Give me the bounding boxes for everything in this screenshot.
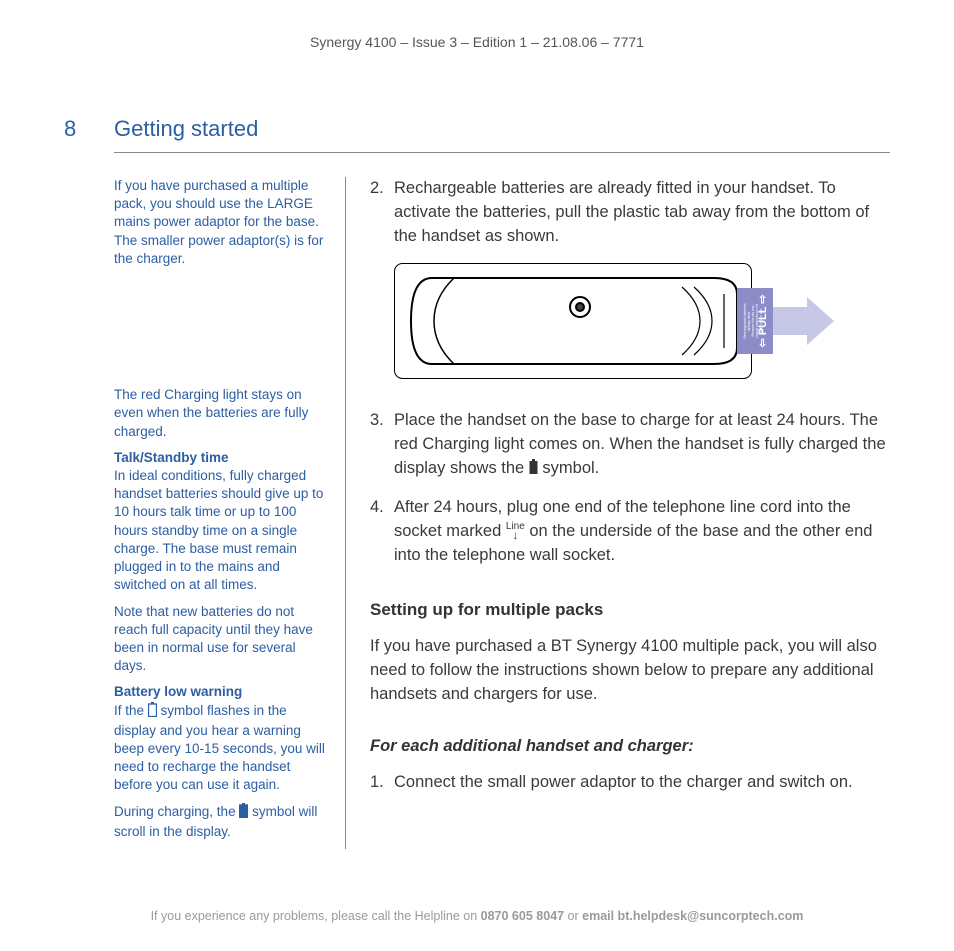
- sidebar-talk-heading: Talk/Standby time: [114, 450, 229, 465]
- section-title: Getting started: [114, 116, 258, 142]
- step-3-body: Place the handset on the base to charge …: [394, 409, 890, 483]
- sidebar-spacer: [114, 276, 327, 386]
- step-2: 2. Rechargeable batteries are already fi…: [370, 177, 890, 249]
- page-number: 8: [64, 116, 114, 142]
- step-3-text-b: symbol.: [538, 459, 599, 477]
- step-3-number: 3.: [370, 409, 394, 483]
- footer-text-a: If you experience any problems, please c…: [151, 909, 481, 923]
- step-2-number: 2.: [370, 177, 394, 249]
- multi-step-1-number: 1.: [370, 771, 394, 795]
- sidebar-talk-standby: Talk/Standby time In ideal conditions, f…: [114, 449, 327, 595]
- footer-email: email bt.helpdesk@suncorptech.com: [582, 909, 803, 923]
- sidebar-low-heading: Battery low warning: [114, 684, 242, 699]
- step-4-number: 4.: [370, 496, 394, 568]
- footer-text-b: or: [564, 909, 582, 923]
- sidebar-scroll-a: During charging, the: [114, 804, 239, 819]
- sidebar-battery-low: Battery low warning If the symbol flashe…: [114, 683, 327, 794]
- sidebar-scroll: During charging, the symbol will scroll …: [114, 803, 327, 841]
- svg-text:hours before use.: hours before use.: [759, 308, 763, 334]
- each-handset-heading: For each additional handset and charger:: [370, 735, 890, 759]
- title-rule: [114, 152, 890, 153]
- two-column-layout: If you have purchased a multiple pack, y…: [114, 177, 890, 849]
- line-socket-icon: Line↓: [506, 522, 525, 539]
- multi-pack-heading: Setting up for multiple packs: [370, 598, 890, 623]
- sidebar-para-multipack: If you have purchased a multiple pack, y…: [114, 177, 327, 268]
- footer-phone: 0870 605 8047: [481, 909, 564, 923]
- sidebar-low-a: If the: [114, 703, 148, 718]
- multi-pack-body: If you have purchased a BT Synergy 4100 …: [370, 635, 890, 707]
- step-2-body: Rechargeable batteries are already fitte…: [394, 177, 890, 249]
- down-arrow-icon: ↓: [506, 532, 525, 539]
- sidebar-talk-note: Note that new batteries do not reach ful…: [114, 603, 327, 676]
- page-footer: If you experience any problems, please c…: [0, 909, 954, 923]
- sidebar-column: If you have purchased a multiple pack, y…: [114, 177, 346, 849]
- running-header: Synergy 4100 – Issue 3 – Edition 1 – 21.…: [64, 34, 890, 50]
- sidebar-talk-body: In ideal conditions, fully charged hands…: [114, 468, 323, 592]
- battery-full-icon: [239, 803, 248, 823]
- battery-full-icon: [529, 459, 538, 483]
- handset-illustration: ⇦ PULL ⇨ Rechargeable batteries already …: [394, 263, 890, 387]
- multi-step-1-body: Connect the small power adaptor to the c…: [394, 771, 890, 795]
- multi-step-1: 1. Connect the small power adaptor to th…: [370, 771, 890, 795]
- step-4-body: After 24 hours, plug one end of the tele…: [394, 496, 890, 568]
- sidebar-para-charging-light: The red Charging light stays on even whe…: [114, 386, 327, 441]
- step-3: 3. Place the handset on the base to char…: [370, 409, 890, 483]
- step-4: 4. After 24 hours, plug one end of the t…: [370, 496, 890, 568]
- title-row: 8 Getting started: [64, 116, 890, 142]
- main-column: 2. Rechargeable batteries are already fi…: [346, 177, 890, 849]
- step-3-text-a: Place the handset on the base to charge …: [394, 411, 886, 477]
- document-page: Synergy 4100 – Issue 3 – Edition 1 – 21.…: [0, 0, 954, 951]
- battery-empty-icon: [148, 702, 157, 722]
